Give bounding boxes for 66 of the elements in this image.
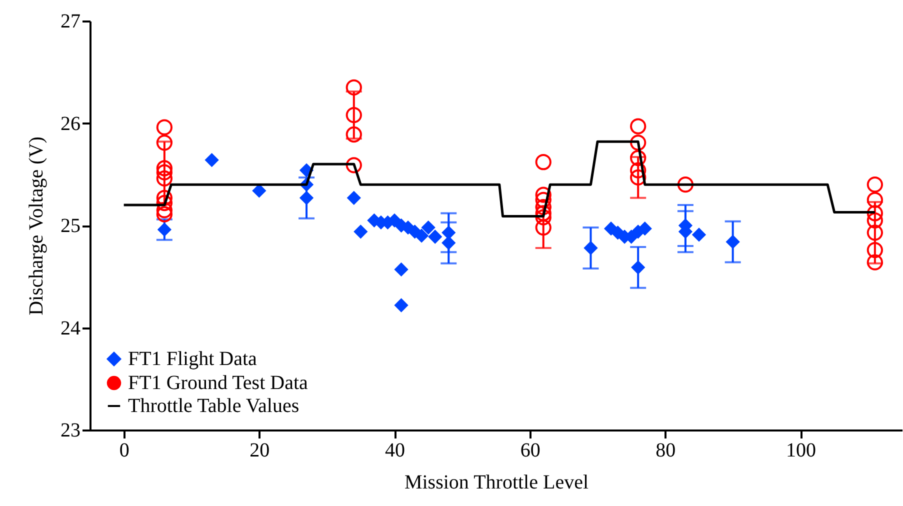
- point: [442, 236, 456, 250]
- point: [866, 176, 884, 193]
- y-tick-label: 26: [60, 112, 80, 135]
- y-tick-label: 23: [60, 420, 80, 442]
- point: [346, 190, 361, 205]
- point: [156, 160, 173, 176]
- point: [726, 234, 740, 249]
- point: [394, 298, 408, 312]
- x-axis-title: Mission Throttle Level: [404, 472, 589, 494]
- point: [394, 262, 408, 277]
- legend-label: FT1 Ground Test Data: [128, 372, 308, 394]
- point: [692, 228, 706, 242]
- x-tick-label: 40: [385, 440, 405, 462]
- point: [156, 194, 173, 212]
- point: [252, 184, 266, 198]
- point: [156, 119, 173, 136]
- x-tick-label: 100: [786, 440, 816, 462]
- point: [535, 219, 552, 236]
- point: [535, 192, 552, 208]
- point: [156, 202, 173, 218]
- point: [299, 190, 314, 205]
- point: [442, 226, 456, 240]
- point: [535, 199, 552, 216]
- point: [346, 157, 362, 174]
- y-tick-label: 25: [60, 215, 80, 237]
- line-series: [122, 140, 876, 218]
- point: [346, 107, 362, 124]
- point: [630, 118, 646, 134]
- point: [535, 186, 552, 203]
- point: [156, 206, 173, 222]
- x-tick-label: 60: [520, 440, 540, 462]
- point: [204, 152, 219, 168]
- y-tick-label: 27: [60, 10, 80, 32]
- point: [346, 79, 362, 96]
- y-axis-title: Discharge Voltage (V): [26, 136, 48, 316]
- legend-label: FT1 Flight Data: [128, 348, 258, 370]
- x-tick-label: 20: [250, 440, 270, 462]
- point: [156, 134, 173, 151]
- point: [866, 224, 884, 241]
- point: [630, 169, 646, 186]
- point: [421, 220, 436, 235]
- point: [866, 212, 884, 228]
- point: [866, 242, 884, 258]
- point: [156, 170, 173, 187]
- point: [354, 224, 368, 239]
- point: [535, 209, 552, 226]
- x-tick-label: 0: [119, 440, 130, 462]
- point: [631, 260, 646, 274]
- x-tick-label: 80: [656, 440, 676, 462]
- point: [156, 164, 173, 180]
- point: [156, 190, 173, 206]
- point: [346, 126, 362, 143]
- point: [428, 230, 442, 244]
- point: [866, 205, 884, 222]
- point: [584, 240, 598, 256]
- point: [630, 134, 646, 151]
- point: [677, 176, 694, 193]
- y-tick-label: 24: [60, 317, 80, 340]
- point: [866, 192, 884, 208]
- legend-label: Throttle Table Values: [128, 395, 300, 417]
- point: [630, 162, 646, 178]
- point: [157, 222, 172, 237]
- point: [630, 150, 646, 166]
- point: [535, 154, 552, 170]
- point: [866, 254, 884, 270]
- point: [414, 228, 429, 243]
